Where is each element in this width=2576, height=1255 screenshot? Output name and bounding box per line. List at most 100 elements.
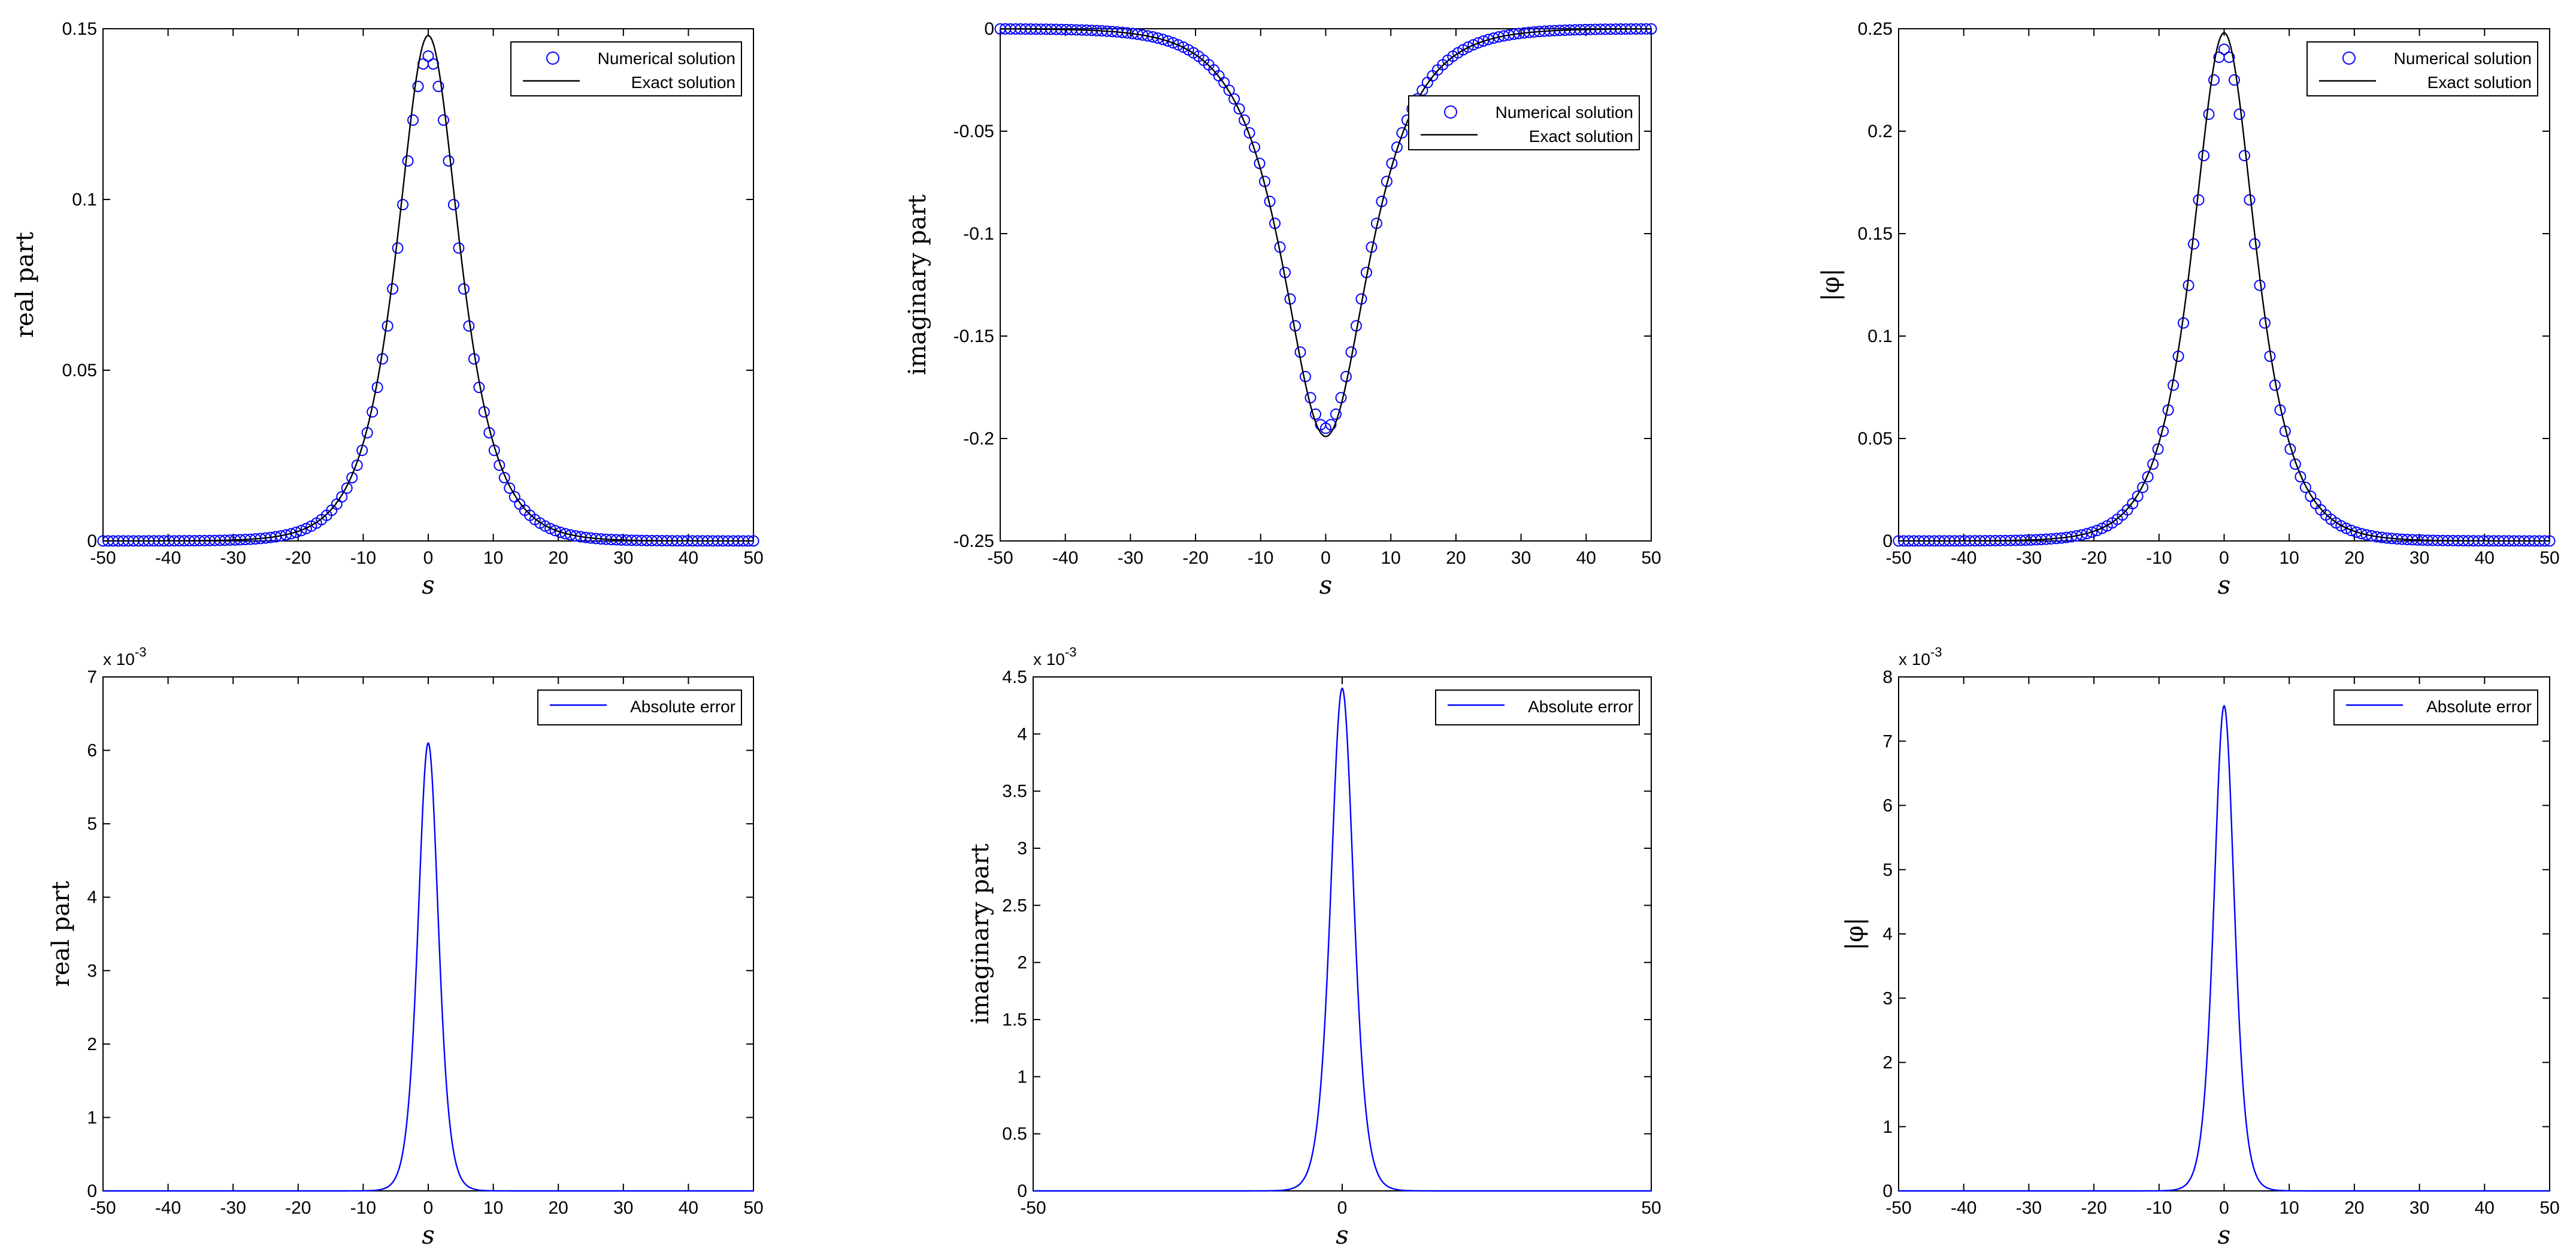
x-tick-label: -50 [987,548,1013,568]
y-tick-label: 3 [1882,988,1893,1008]
data-point [1310,408,1322,420]
y-tick-label: 0 [1017,1181,1027,1201]
y-tick-label: 0.5 [1002,1124,1027,1144]
data-point [1233,103,1245,115]
y-tick-label: -0.25 [953,531,994,551]
y-tick-label: 8 [1882,667,1893,687]
x-tick-label: 40 [2475,1198,2495,1218]
x-tick-label: 10 [1381,548,1401,568]
x-tick-label: 30 [2409,548,2429,568]
x-tick-label: 20 [549,548,568,568]
data-point [2223,52,2235,63]
x-tick-label: 50 [2539,548,2559,568]
y-tick-label: -0.2 [963,429,994,449]
data-point [1330,408,1342,420]
data-point [1391,141,1403,153]
data-point [1325,419,1337,431]
data-point [2081,528,2093,540]
y-tick-label: 5 [1882,860,1893,880]
chart-panel: -50 -40 -30 -20 -10 0 10 20 30 40 50 0 0.05 0.1 0.15 s r… [11,19,764,600]
x-tick-label: -50 [1885,1198,1911,1218]
y-tick-label: 0.05 [1858,429,1893,449]
x-tick-label: 20 [2344,1198,2364,1218]
x-tick-label: 20 [1446,548,1466,568]
data-point [2208,74,2220,86]
x-tick-label: 40 [679,548,698,568]
data-point [1162,35,1174,47]
data-point [2340,522,2352,534]
data-point [555,527,567,539]
data-point [2198,150,2210,162]
x-tick-label: -30 [2016,1198,2042,1218]
y-scale-exponent-power: -3 [1930,645,1942,660]
data-point [397,199,409,211]
data-point [432,80,444,92]
x-tick-label: 20 [2344,548,2364,568]
data-point [2350,526,2362,538]
x-axis-label: s [2218,570,2231,600]
legend-label: Absolute error [2426,697,2532,716]
x-tick-label: 0 [423,548,434,568]
legend: Numerical solution Exact solution [1408,95,1640,150]
data-point [2218,43,2230,55]
x-tick-label: -40 [155,1198,181,1218]
data-point [1462,41,1474,53]
data-point [437,114,449,126]
legend-box [1435,690,1640,725]
x-tick-label: -40 [155,548,181,568]
data-point [1228,93,1240,105]
y-tick-label: 0 [984,19,994,39]
x-tick-label: -30 [220,548,246,568]
legend-box [510,41,742,96]
y-tick-label: 2 [87,1035,97,1054]
data-point [1467,39,1479,51]
x-tick-label: 40 [679,1198,698,1218]
y-tick-label: 0 [1882,1181,1893,1201]
data-point [285,528,297,540]
series-line [1000,28,1651,437]
y-tick-label: 0.15 [62,19,97,39]
y-axis-label: imaginary part [904,195,931,376]
legend-marker [546,52,559,65]
data-point [498,471,510,483]
x-tick-label: -10 [1248,548,1273,568]
x-tick-label: 10 [483,548,503,568]
data-point [1157,34,1169,46]
data-point [2096,522,2108,534]
data-point [2076,529,2088,541]
data-point [2132,490,2144,502]
y-tick-label: 4.5 [1002,667,1027,687]
x-tick-label: 0 [1321,548,1331,568]
legend: Numerical solution Exact solution [510,41,742,96]
y-tick-label: 3 [1017,839,1027,858]
data-point [2137,482,2149,494]
y-tick-label: 0.25 [1858,19,1893,39]
data-point [539,520,551,532]
legend-label: Exact solution [631,73,735,92]
legend-label: Exact solution [2427,73,2532,92]
data-point [290,527,302,539]
x-tick-label: 40 [2475,548,2495,568]
series-line [1033,687,1651,1192]
y-tick-label: -0.1 [963,224,994,244]
x-tick-label: -20 [2081,1198,2106,1218]
data-point [1478,35,1490,47]
y-tick-label: 1 [1882,1117,1893,1137]
x-tick-label: 50 [1641,1198,1661,1218]
x-tick-label: -20 [2081,548,2106,568]
data-point [2233,108,2245,120]
data-point [549,525,561,537]
y-tick-label: 0.1 [1867,326,1893,346]
x-tick-label: 50 [2539,1198,2559,1218]
x-tick-label: 50 [1641,548,1661,568]
x-tick-label: -20 [1182,548,1208,568]
data-point [504,482,516,494]
legend-label: Absolute error [630,697,735,716]
legend-label: Numerical solution [1496,103,1633,122]
data-point [1218,77,1230,89]
x-tick-label: 0 [423,1198,434,1218]
data-point [341,482,353,494]
data-point [2086,526,2098,538]
